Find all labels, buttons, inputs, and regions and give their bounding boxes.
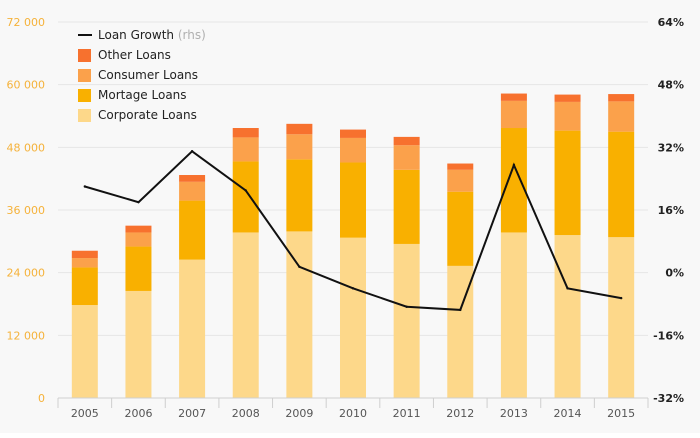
x-tick-label: 2013 [500, 407, 528, 420]
bar-mortage-loans-2005 [71, 267, 98, 306]
bar-consumer-loans-2005 [71, 258, 98, 268]
loan-growth-point [190, 150, 194, 153]
y-left-tick-label: 12 000 [7, 329, 46, 342]
loan-growth-point [298, 265, 301, 268]
loan-growth-point [83, 185, 87, 188]
bar-mortage-loans-2011 [393, 169, 420, 244]
bar-consumer-loans-2011 [393, 145, 420, 170]
bar-other-loans-2008 [232, 128, 259, 138]
loan-growth-point [405, 305, 408, 308]
legend-swatch-consumer-loans [78, 69, 91, 82]
y-left-tick-label: 24 000 [7, 267, 46, 280]
bar-other-loans-2009 [286, 123, 313, 135]
legend-suffix-rhs: (rhs) [178, 28, 206, 42]
loan-growth-point [244, 189, 247, 192]
bar-consumer-loans-2015 [608, 101, 635, 132]
x-tick-label: 2010 [339, 407, 367, 420]
y-left-tick-label: 0 [38, 392, 45, 405]
legend-swatch-mortage-loans [78, 89, 91, 102]
loan-growth-line [83, 150, 623, 312]
bar-mortage-loans-2015 [608, 131, 635, 238]
bar-other-loans-2010 [340, 129, 366, 138]
bar-corporate-loans-2005 [71, 305, 98, 398]
legend-label-corporate-loans: Corporate Loans [98, 108, 197, 122]
bar-other-loans-2012 [447, 163, 474, 170]
x-tick-label: 2008 [232, 407, 260, 420]
bar-corporate-loans-2014 [554, 235, 581, 398]
bar-corporate-loans-2010 [340, 237, 366, 398]
bar-mortage-loans-2013 [500, 128, 527, 233]
bar-corporate-loans-2008 [232, 232, 259, 398]
loan-growth-point [351, 287, 355, 290]
bar-corporate-loans-2013 [500, 232, 527, 398]
loan-growth-point [619, 296, 623, 300]
y-right-tick-label: 48% [658, 79, 684, 92]
legend: Loan Growth (rhs) Other Loans Consumer Loa… [78, 28, 206, 122]
bar-other-loans-2015 [608, 94, 635, 102]
x-tick-label: 2007 [178, 407, 206, 420]
bar-corporate-loans-2007 [179, 259, 206, 398]
bar-consumer-loans-2007 [179, 181, 206, 201]
y-right-tick-label: 16% [658, 204, 684, 217]
legend-label-mortage-loans: Mortage Loans [98, 88, 187, 102]
bar-mortage-loans-2012 [447, 191, 474, 266]
legend-label-other-loans: Other Loans [98, 48, 171, 62]
loan-growth-point [459, 308, 462, 312]
x-tick-label: 2015 [607, 407, 635, 420]
bar-mortage-loans-2006 [125, 246, 152, 291]
bar-mortage-loans-2009 [286, 159, 313, 232]
bar-other-loans-2013 [500, 93, 527, 101]
bar-corporate-loans-2011 [393, 243, 420, 398]
y-left-tick-label: 48 000 [7, 141, 46, 154]
x-tick-label: 2012 [446, 407, 474, 420]
loan-growth-point [137, 200, 140, 204]
bar-consumer-loans-2012 [447, 169, 474, 192]
bar-other-loans-2011 [393, 136, 420, 146]
bar-other-loans-2006 [125, 225, 152, 233]
y-left-tick-label: 36 000 [7, 204, 46, 217]
legend-label-consumer-loans: Consumer Loans [98, 68, 198, 82]
x-tick-label: 2009 [285, 407, 313, 420]
bar-consumer-loans-2010 [340, 137, 366, 163]
y-right-tick-label: -32% [653, 392, 684, 405]
y-right-tick-label: 32% [658, 141, 684, 154]
bar-other-loans-2005 [71, 250, 98, 259]
bar-corporate-loans-2006 [125, 290, 152, 398]
legend-label-loan-growth: Loan Growth (rhs) [98, 28, 206, 42]
y-axis-right: -32% -16% 0% 16% 32% 48% 64% [653, 16, 684, 405]
y-axis-left: 0 12 000 24 000 36 000 48 000 60 000 72 000 [7, 16, 46, 405]
legend-swatch-corporate-loans [78, 109, 91, 122]
y-right-tick-label: -16% [653, 329, 684, 342]
bar-other-loans-2007 [179, 175, 206, 182]
bar-mortage-loans-2010 [340, 162, 366, 238]
bar-mortage-loans-2007 [179, 200, 206, 260]
y-left-tick-label: 72 000 [7, 16, 46, 29]
x-tick-label: 2011 [393, 407, 421, 420]
bar-consumer-loans-2008 [232, 137, 259, 162]
loan-growth-point [512, 163, 516, 167]
bar-mortage-loans-2014 [554, 130, 581, 236]
bar-consumer-loans-2009 [286, 134, 313, 160]
bar-other-loans-2014 [554, 94, 581, 102]
x-tick-label: 2006 [124, 407, 152, 420]
loan-growth-point [566, 287, 569, 290]
x-tick-label: 2005 [71, 407, 99, 420]
legend-swatch-other-loans [78, 49, 91, 62]
y-right-tick-label: 64% [658, 16, 684, 29]
x-axis: 2005 2006 2007 2008 2009 2010 2011 2012 2013 2014… [57, 397, 649, 420]
bar-mortage-loans-2008 [232, 161, 259, 233]
bar-consumer-loans-2013 [500, 100, 527, 129]
x-tick-label: 2014 [554, 407, 582, 420]
y-right-tick-label: 0% [665, 267, 684, 280]
bar-stacks [71, 93, 635, 398]
bar-consumer-loans-2014 [554, 101, 581, 131]
bar-corporate-loans-2015 [608, 237, 635, 398]
bar-corporate-loans-2009 [286, 231, 313, 398]
bar-consumer-loans-2006 [125, 232, 152, 247]
y-left-tick-label: 60 000 [7, 79, 46, 92]
